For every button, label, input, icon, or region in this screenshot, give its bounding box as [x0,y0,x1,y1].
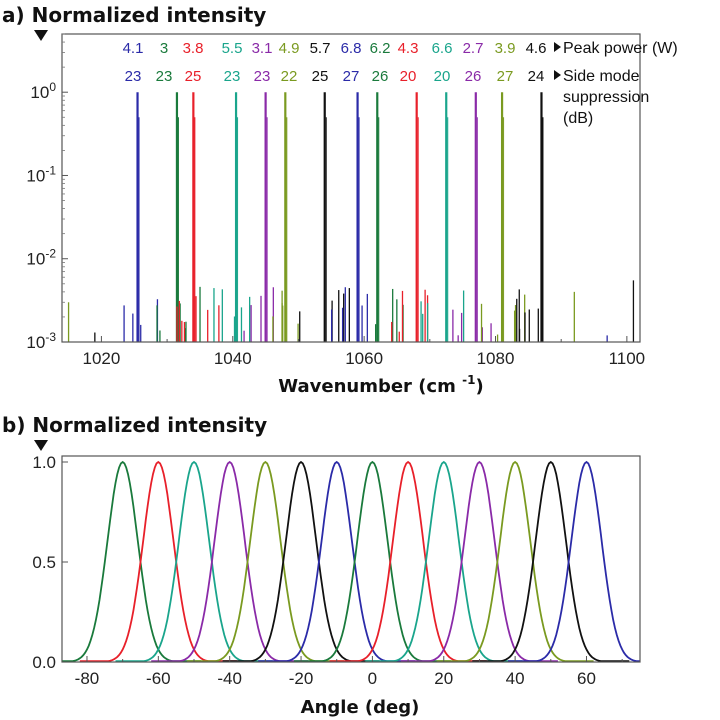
panel-a-xlabel-text: Wavenumber (cm [278,376,456,397]
panel-a-title: a) Normalized intensity [2,3,266,27]
smsr-legend-line: suppression [563,89,649,106]
panel-a-annotations: 4.1 23 3 23 3.8 25 5.5 23 3.1 23 4.9 22 5.7 25 6.8 27 6.… [123,40,547,85]
smsr-label: 25 [185,68,202,85]
spectrum-series [331,92,368,342]
beam-profile-curve [401,460,558,663]
arrow-down-icon [34,30,48,41]
panel-b-ticks: -80 -60 -40 -20 0 20 40 60 0.0 0.5 1.0 [32,453,623,688]
y-tick-label: 1.0 [32,453,56,472]
beam-profile-curve [151,460,309,663]
peak-power-label: 5.5 [222,40,243,57]
panel-b: b) Normalized intensity -80 -60 -40 -20 0 20 4… [2,413,641,718]
beam-profile-curve [62,460,202,663]
beam-profile-curve [508,460,640,663]
beam-profile-curve [186,460,344,663]
x-tick-label: -40 [217,669,242,688]
arrow-down-icon [34,440,48,451]
smsr-label: 25 [312,68,329,85]
spectrum-series [123,92,159,342]
smsr-label: 22 [281,68,298,85]
smsr-label: 23 [254,68,271,85]
beam-profile-curve [472,460,630,663]
arrow-left-icon [554,70,561,80]
smsr-label: 20 [434,68,451,85]
x-tick-label: 1040 [214,349,252,368]
spectrum-series [272,92,299,342]
spectrum-series [480,92,526,342]
smsr-legend-line: (dB) [563,110,593,127]
peak-power-label: 6.2 [370,40,391,57]
panel-b-curves [62,460,640,663]
beam-profile-curve [115,460,273,663]
beam-profile-curve [258,460,416,663]
spectrum-series [213,92,251,342]
panel-a-xlabel: Wavenumber (cm -1) [278,373,483,397]
peak-power-label: 3.8 [183,40,204,57]
smsr-label: 23 [224,68,241,85]
x-tick-label: 1080 [477,349,515,368]
smsr-label: 26 [465,68,482,85]
spectrum-series [452,92,492,342]
beam-profile-curve [293,460,451,663]
y-tick-label: 100 [30,80,56,102]
smsr-legend-line: Side mode [563,68,640,85]
peak-power-label: 5.7 [310,40,331,57]
panel-a-peaks [67,92,635,342]
peak-power-label: 4.3 [398,40,419,57]
beam-profile-curve [222,460,380,663]
panel-b-frame [61,455,641,663]
peak-power-label: 3.1 [252,40,273,57]
spectrum-series [516,92,544,342]
x-tick-label: 0 [368,669,377,688]
beam-profile-curve [79,460,237,663]
peak-power-label: 2.7 [463,40,484,57]
y-tick-label: 10-3 [26,330,56,352]
beam-profile-curve [436,460,594,663]
x-tick-label: 1060 [345,349,383,368]
y-tick-label: 0.5 [32,553,56,572]
smsr-label: 27 [343,68,360,85]
spectrum-series [176,92,220,342]
peak-power-label: 4.1 [123,40,144,57]
peak-power-legend: Peak power (W) [563,40,678,57]
panel-a-ticks: 1020 1040 1060 1080 1100 100 10-1 10-2 10-3 [26,33,646,368]
x-tick-label: 1020 [82,349,120,368]
x-tick-label: -80 [75,669,100,688]
peak-power-label: 3 [160,40,168,57]
smsr-label: 26 [372,68,389,85]
peak-power-label: 6.8 [341,40,362,57]
smsr-label: 23 [156,68,173,85]
x-tick-label: -20 [289,669,314,688]
smsr-label: 20 [400,68,417,85]
spectrum-series [243,92,274,342]
beam-profile-curve [329,460,487,663]
x-tick-label: 20 [434,669,453,688]
spectrum-series [420,92,465,342]
x-tick-label: 1100 [609,349,646,368]
peak-power-label: 4.9 [279,40,300,57]
y-tick-label: 0.0 [32,653,56,672]
x-tick-label: 60 [577,669,596,688]
y-tick-label: 10-1 [26,163,56,185]
x-tick-label: 40 [506,669,525,688]
panel-a-legend: Peak power (W) Side mode suppression (dB) [554,40,678,127]
panel-b-xlabel: Angle (deg) [301,697,420,718]
smsr-label: 23 [125,68,142,85]
y-tick-label: 10-2 [26,247,56,269]
arrow-left-icon [554,42,561,52]
panel-a: a) Normalized intensity 4.1 23 3 23 3.8 25 5.5… [2,3,678,397]
smsr-label: 24 [528,68,545,85]
peak-power-label: 3.9 [495,40,516,57]
peak-power-label: 4.6 [526,40,547,57]
panel-b-title: b) Normalized intensity [2,413,267,437]
smsr-label: 27 [497,68,514,85]
beam-profile-curve [365,460,523,663]
x-tick-label: -60 [146,669,171,688]
spectrum-series [374,92,404,342]
spectrum-series [299,92,350,342]
peak-power-label: 6.6 [432,40,453,57]
